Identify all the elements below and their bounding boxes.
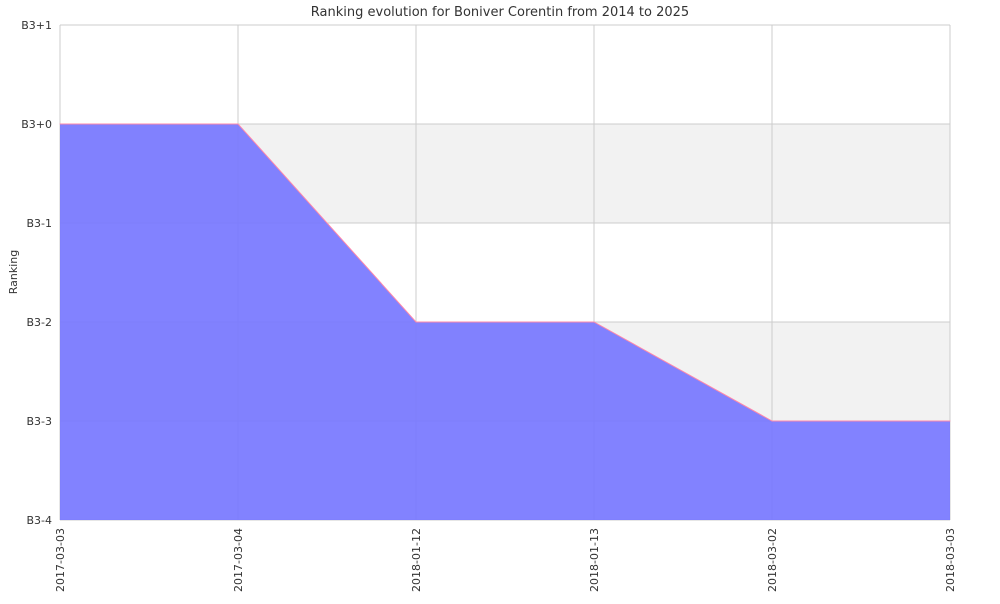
- data-point: [593, 321, 595, 323]
- data-point: [949, 420, 951, 422]
- y-tick-label: B3-2: [26, 316, 52, 329]
- data-point: [415, 321, 417, 323]
- area-series: [59, 123, 951, 520]
- data-point: [771, 420, 773, 422]
- x-tick-label: 2018-03-02: [766, 528, 779, 592]
- y-tick-label: B3-1: [26, 217, 52, 230]
- x-axis-tick-labels: 2017-03-03 2017-03-04 2018-01-12 2018-01-13…: [54, 528, 957, 592]
- x-tick-label: 2018-01-13: [588, 528, 601, 592]
- x-tick-label: 2018-01-12: [410, 528, 423, 592]
- data-point: [237, 123, 239, 125]
- y-tick-label: B3+1: [21, 19, 52, 32]
- x-tick-label: 2017-03-04: [232, 528, 245, 592]
- chart-title: Ranking evolution for Boniver Corentin f…: [311, 5, 689, 20]
- y-tick-label: B3-4: [26, 514, 52, 527]
- data-point: [59, 123, 61, 125]
- x-tick-label: 2017-03-03: [54, 528, 67, 592]
- series-line: [60, 123, 950, 422]
- x-tick-label: 2018-03-03: [944, 528, 957, 592]
- y-tick-label: B3-3: [26, 415, 52, 428]
- y-tick-label: B3+0: [21, 118, 52, 131]
- y-axis-tick-labels: B3+1 B3+0 B3-1 B3-2 B3-3 B3-4: [21, 19, 52, 527]
- y-axis-label: Ranking: [7, 250, 20, 295]
